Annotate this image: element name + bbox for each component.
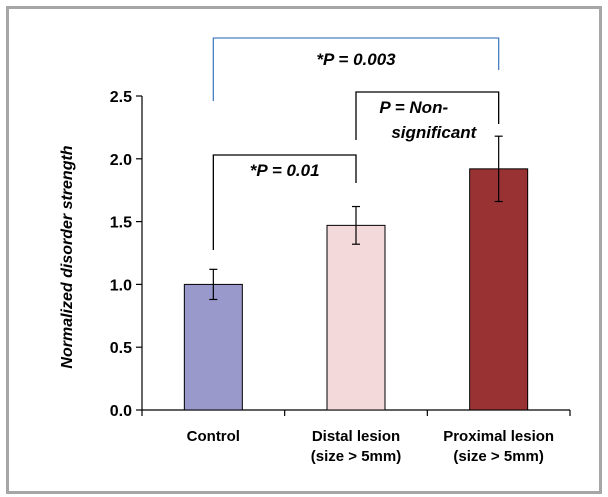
y-tick-label: 0.0 [110,403,132,420]
significance-label: *P = 0.003 [316,50,396,69]
category-label: Distal lesion [312,428,400,445]
category-label: (size > 5mm) [453,448,543,465]
significance-annotations: *P = 0.01 P = Non-significant *P = 0.003 [212,37,500,250]
y-axis-label: Normalized disorder strength [59,145,76,368]
significance-label: significant [391,123,477,142]
x-categories: Control Distal lesion (size > 5mm) Proximal… [187,428,554,465]
category-label: Control [187,428,240,445]
significance-label: P = Non- [379,98,448,117]
y-tick-label: 1.5 [110,215,132,232]
bar [183,283,243,411]
significance-bracket [212,37,500,101]
bar [469,168,529,411]
category-label: Proximal lesion [443,428,554,445]
bar [326,224,386,411]
significance-bracket [212,154,357,250]
significance-label: *P = 0.01 [250,161,320,180]
category-label: (size > 5mm) [311,448,401,465]
y-tick-label: 0.5 [110,340,132,357]
y-tick-label: 2.5 [110,89,132,106]
y-tick-label: 2.0 [110,152,132,169]
significance-bracket [355,91,500,140]
y-tick-label: 1.0 [110,277,132,294]
y-ticks: 0.0 0.5 1.0 1.5 2.0 2.5 [110,89,142,420]
bars [183,135,529,411]
